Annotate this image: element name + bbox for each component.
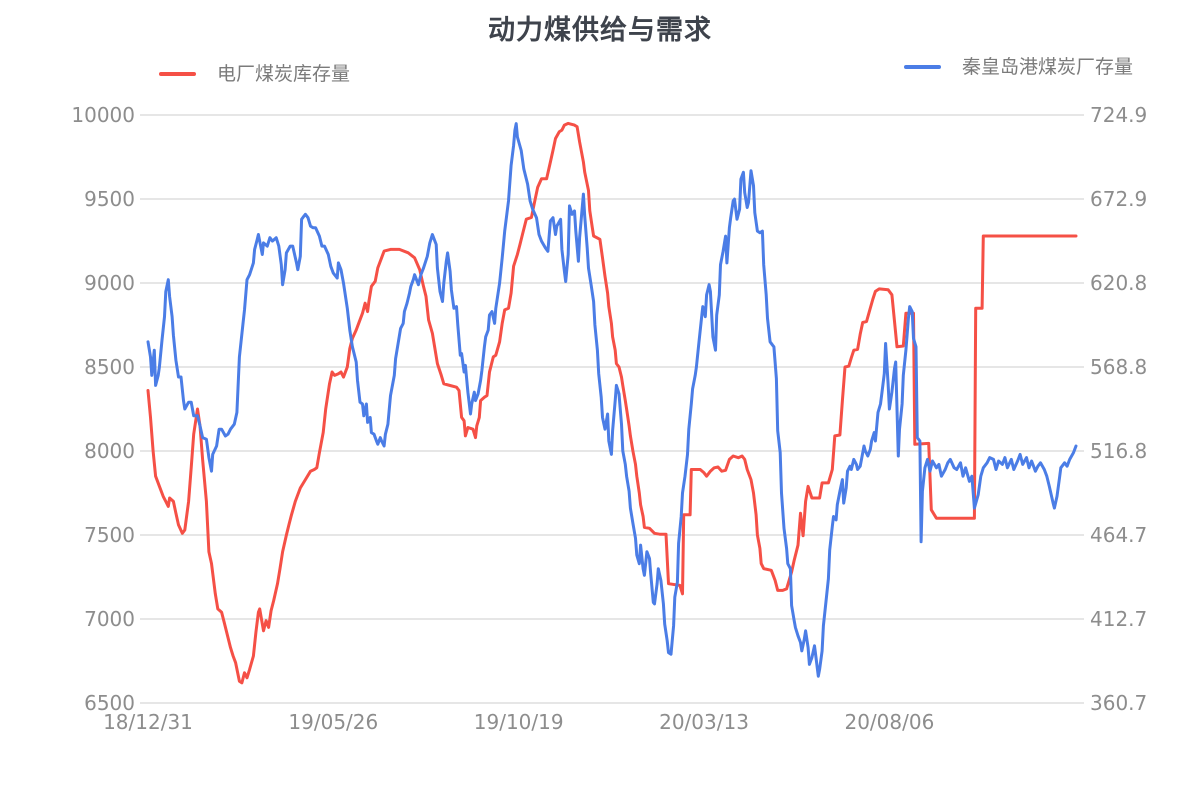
red-series-line [146, 121, 1078, 685]
y-axis-left-tick-label: 7500 [84, 523, 135, 547]
y-axis-right-tick-label: 516.8 [1090, 439, 1147, 463]
y-axis-left-tick-label: 10000 [71, 103, 135, 127]
y-axis-right-tick-label: 724.9 [1090, 103, 1147, 127]
y-axis-right-tick-label: 620.8 [1090, 271, 1147, 295]
y-axis-left-tick-label: 9000 [84, 271, 135, 295]
x-axis-tick-label: 20/08/06 [844, 710, 934, 734]
legend-item-qinhuangdao-port-inventory[interactable]: 秦皇岛港煤炭厂存量 [904, 57, 1133, 77]
x-axis-tick-label: 18/12/31 [103, 710, 193, 734]
blue-series-line [146, 122, 1078, 678]
legend-item-power-plant-inventory[interactable]: 电厂煤炭库存量 [159, 64, 350, 84]
legend-label: 电厂煤炭库存量 [217, 63, 351, 85]
chart-title: 动力煤供给与需求 [488, 15, 712, 46]
y-axis-right-tick-label: 412.7 [1090, 607, 1147, 631]
y-axis-left-tick-label: 9500 [84, 187, 135, 211]
y-axis-left-tick-label: 6500 [84, 691, 135, 715]
x-axis-tick-label: 20/03/13 [659, 710, 749, 734]
y-axis-left-tick-label: 7000 [84, 607, 135, 631]
y-axis-left-tick-label: 8000 [84, 439, 135, 463]
x-axis-tick-label: 19/05/26 [288, 710, 378, 734]
blue-line-swatch-icon [904, 65, 941, 69]
y-axis-right-tick-label: 360.7 [1090, 691, 1147, 715]
x-axis-tick-label: 19/10/19 [474, 710, 564, 734]
y-axis-right-tick-label: 672.9 [1090, 187, 1147, 211]
legend-label: 秦皇岛港煤炭厂存量 [962, 56, 1134, 78]
y-axis-left-tick-label: 8500 [84, 355, 135, 379]
y-axis-right-tick-label: 464.7 [1090, 523, 1147, 547]
y-axis-right-tick-label: 568.8 [1090, 355, 1147, 379]
red-line-swatch-icon [159, 72, 196, 76]
